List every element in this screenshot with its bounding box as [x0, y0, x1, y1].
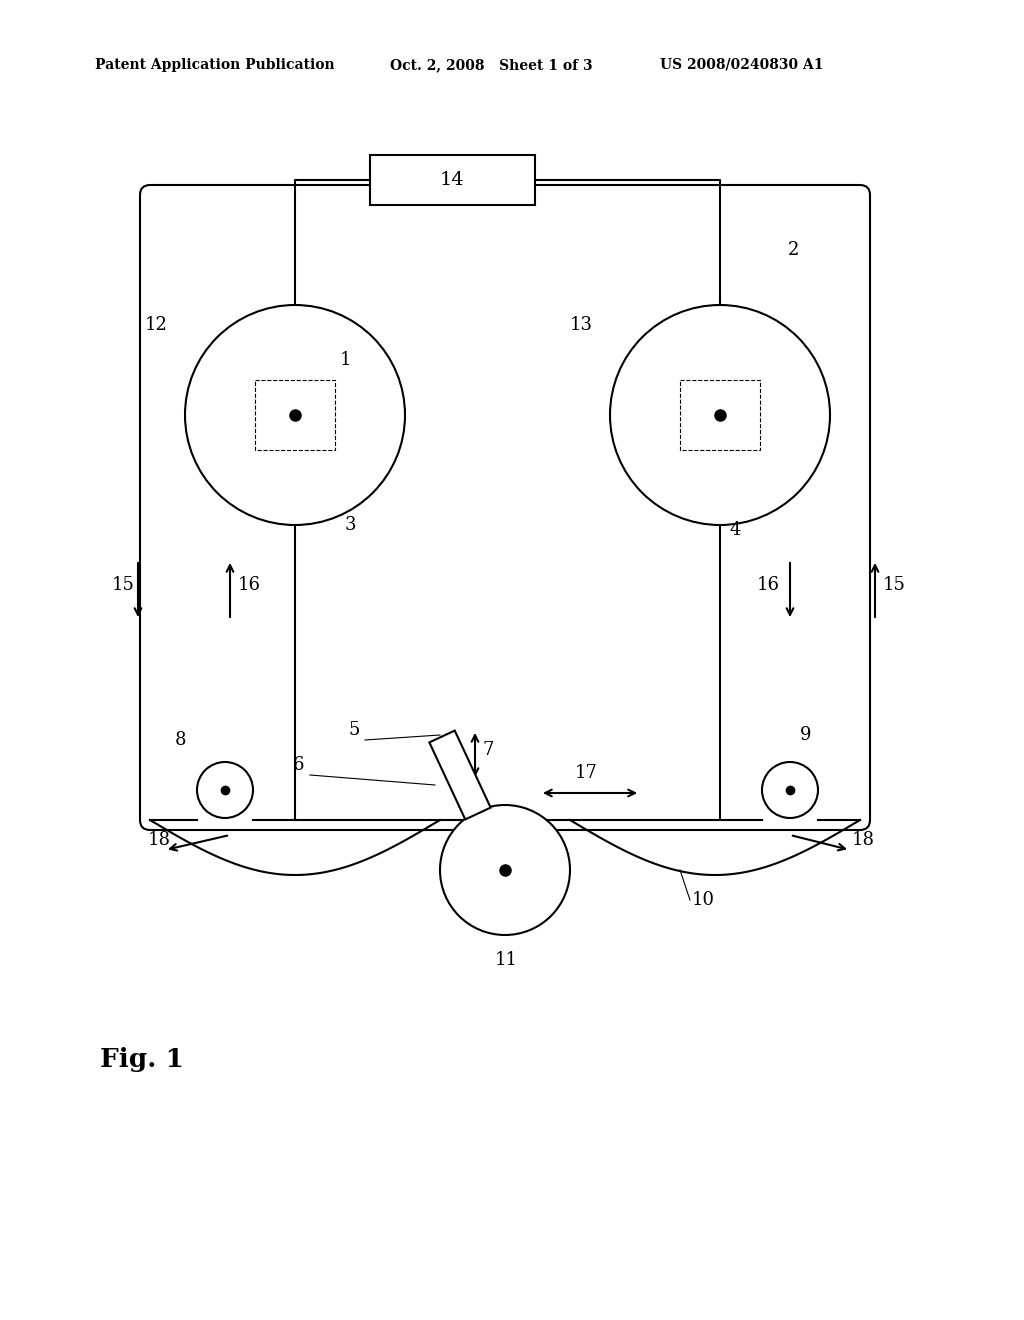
Text: 12: 12	[145, 315, 168, 334]
Circle shape	[610, 305, 830, 525]
Text: 17: 17	[575, 764, 598, 781]
Bar	[680, 380, 760, 450]
Bar	[370, 154, 535, 205]
Text: 13: 13	[570, 315, 593, 334]
Text: 5: 5	[348, 721, 359, 739]
Text: Oct. 2, 2008   Sheet 1 of 3: Oct. 2, 2008 Sheet 1 of 3	[390, 58, 593, 73]
Circle shape	[197, 762, 253, 818]
Text: 8: 8	[175, 731, 186, 748]
Circle shape	[762, 762, 818, 818]
Text: US 2008/0240830 A1: US 2008/0240830 A1	[660, 58, 823, 73]
Text: 9: 9	[800, 726, 811, 744]
Text: 10: 10	[692, 891, 715, 909]
Text: 7: 7	[483, 741, 495, 759]
Text: 2: 2	[788, 242, 800, 259]
Text: 16: 16	[238, 576, 261, 594]
Text: 3: 3	[345, 516, 356, 535]
Text: Fig. 1: Fig. 1	[100, 1048, 184, 1072]
Circle shape	[440, 805, 570, 935]
Text: 15: 15	[112, 576, 135, 594]
Text: 1: 1	[340, 351, 351, 370]
Text: 18: 18	[148, 832, 171, 849]
Polygon shape	[429, 730, 490, 820]
Text: 6: 6	[293, 756, 304, 774]
Circle shape	[185, 305, 406, 525]
Text: 16: 16	[757, 576, 780, 594]
Text: 18: 18	[852, 832, 874, 849]
Bar	[255, 380, 335, 450]
Text: 4: 4	[730, 521, 741, 539]
Text: 14: 14	[440, 172, 465, 189]
Text: 11: 11	[495, 950, 518, 969]
Text: 15: 15	[883, 576, 906, 594]
Text: Patent Application Publication: Patent Application Publication	[95, 58, 335, 73]
